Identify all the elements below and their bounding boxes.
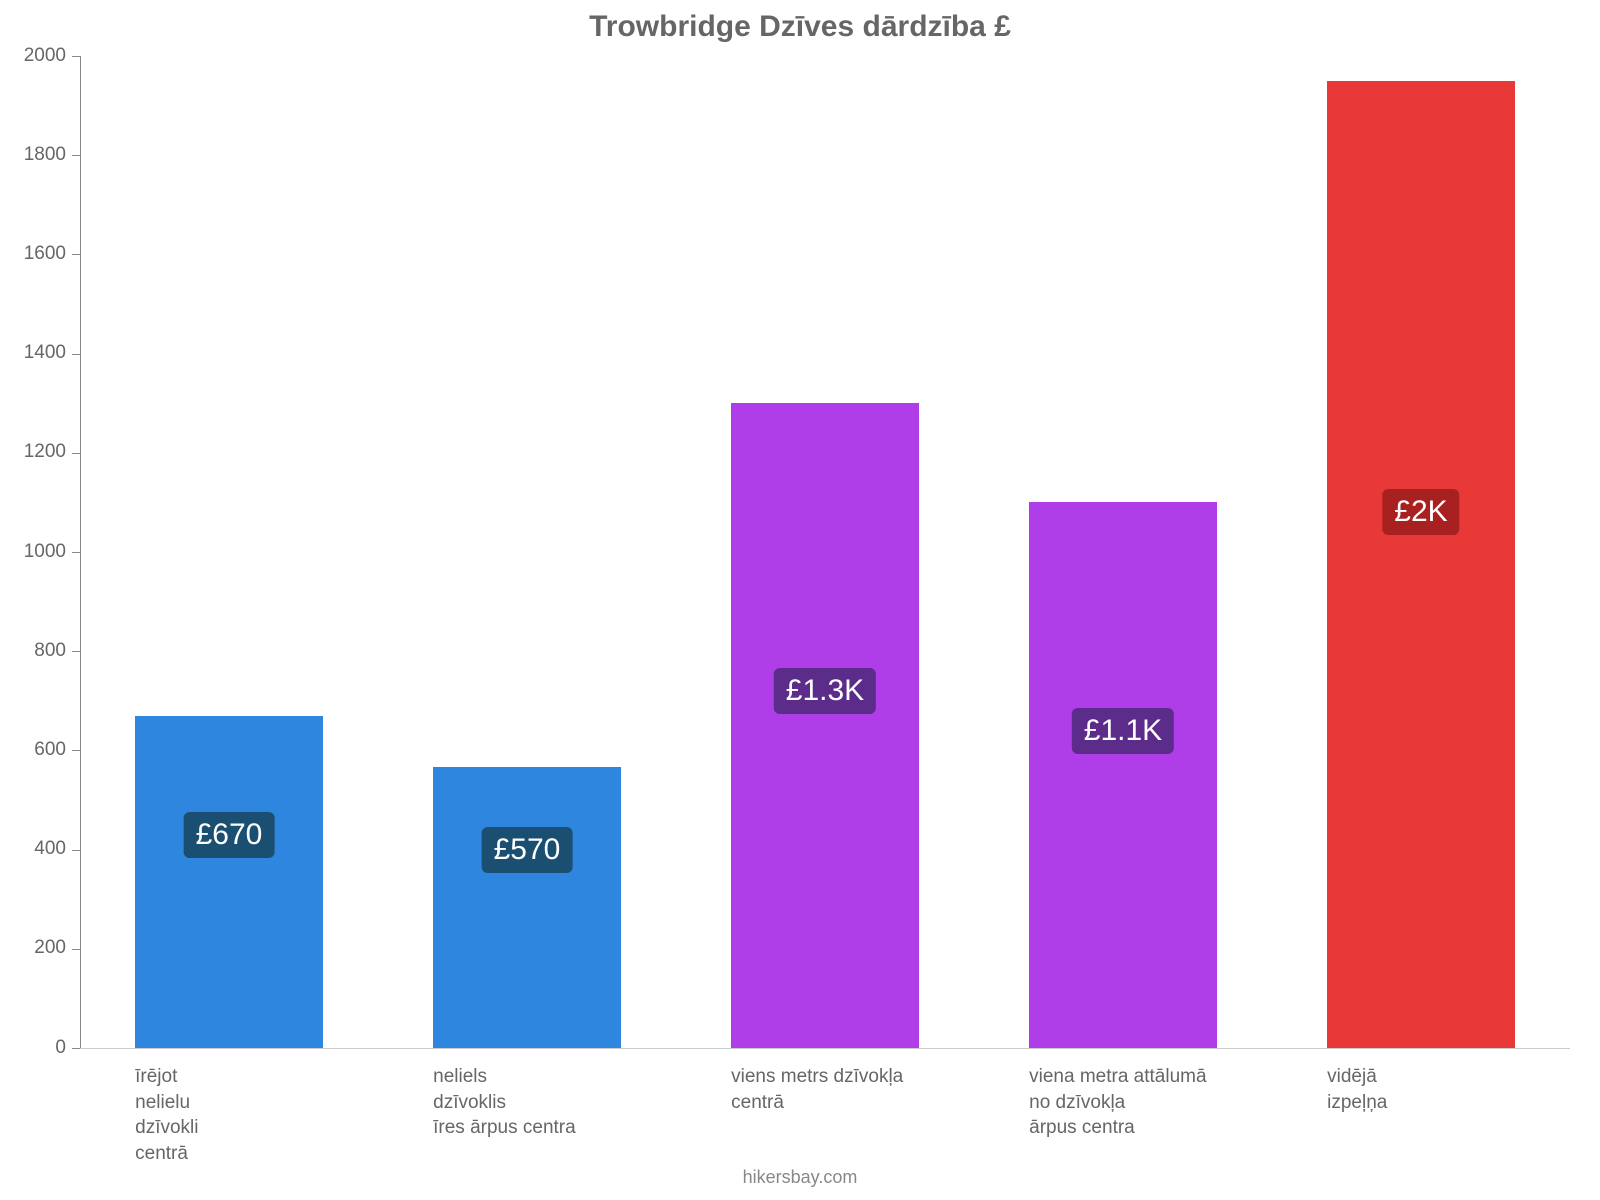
bar: [1327, 81, 1515, 1048]
x-category-label: viens metrs dzīvokļa centrā: [731, 1064, 1059, 1115]
y-tick-mark: [72, 56, 80, 57]
cost-of-living-chart: Trowbridge Dzīves dārdzība £ hikersbay.c…: [0, 0, 1600, 1200]
bar-value-label: £1.3K: [774, 668, 876, 714]
x-category-label: viena metra attālumā no dzīvokļa ārpus c…: [1029, 1064, 1357, 1141]
x-category-label: vidējā izpeļņa: [1327, 1064, 1600, 1115]
y-tick-mark: [72, 155, 80, 156]
y-tick-mark: [72, 354, 80, 355]
y-tick-mark: [72, 1048, 80, 1049]
x-category-label: īrējot nelielu dzīvokli centrā: [135, 1064, 463, 1167]
y-tick-mark: [72, 453, 80, 454]
chart-source-footer: hikersbay.com: [0, 1167, 1600, 1188]
y-tick-mark: [72, 254, 80, 255]
y-tick-label: 1000: [24, 541, 66, 563]
y-tick-label: 200: [34, 937, 66, 959]
bar-value-label: £570: [482, 827, 573, 873]
bar: [433, 767, 621, 1048]
bar: [731, 403, 919, 1048]
y-axis-line: [80, 56, 81, 1048]
y-tick-label: 400: [34, 838, 66, 860]
y-tick-label: 800: [34, 640, 66, 662]
y-tick-label: 2000: [24, 45, 66, 67]
y-tick-mark: [72, 651, 80, 652]
bar: [1029, 502, 1217, 1048]
chart-title: Trowbridge Dzīves dārdzība £: [0, 10, 1600, 44]
y-tick-mark: [72, 750, 80, 751]
bar-value-label: £670: [184, 812, 275, 858]
y-tick-label: 0: [55, 1037, 66, 1059]
y-tick-label: 1400: [24, 342, 66, 364]
bar-value-label: £1.1K: [1072, 708, 1174, 754]
y-tick-label: 600: [34, 739, 66, 761]
bar-value-label: £2K: [1382, 489, 1459, 535]
y-tick-mark: [72, 850, 80, 851]
y-tick-label: 1800: [24, 144, 66, 166]
y-tick-label: 1600: [24, 243, 66, 265]
y-tick-label: 1200: [24, 441, 66, 463]
x-axis-baseline: [80, 1048, 1570, 1049]
bar: [135, 716, 323, 1048]
x-category-label: neliels dzīvoklis īres ārpus centra: [433, 1064, 761, 1141]
y-tick-mark: [72, 552, 80, 553]
y-tick-mark: [72, 949, 80, 950]
